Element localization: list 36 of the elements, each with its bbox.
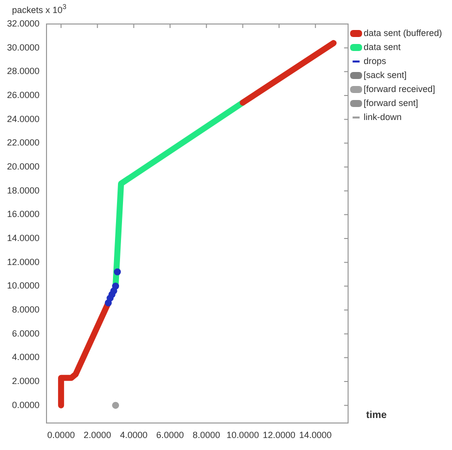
x-tick-label: 4.0000 (120, 430, 148, 440)
x-tick-label: 12.0000 (262, 430, 296, 440)
x-tick-label: 6.0000 (156, 430, 184, 440)
legend-label: data sent (364, 42, 402, 52)
x-axis-title: time (366, 410, 388, 421)
y-tick-label: 20.0000 (6, 161, 40, 172)
y-tick-label: 2.0000 (12, 376, 40, 386)
y-tick-label: 32.0000 (6, 18, 40, 28)
legend-label: [forward sent] (364, 98, 418, 108)
x-tick-label: 0.0000 (47, 430, 75, 440)
y-tick-label: 30.0000 (6, 42, 40, 52)
legend-label: link-down (364, 112, 402, 122)
y-tick-label: 16.0000 (6, 209, 40, 220)
y-tick-label: 18.0000 (6, 185, 40, 196)
y-tick-label: 14.0000 (6, 232, 40, 243)
legend-label: [forward received] (364, 84, 436, 94)
y-tick-label: 22.0000 (6, 138, 40, 148)
x-tick-label: 2.0000 (84, 430, 112, 440)
y-tick-label: 28.0000 (6, 66, 40, 76)
y-tick-label: 24.0000 (6, 114, 40, 124)
point (112, 282, 120, 290)
legend-label: [sack sent] (364, 70, 407, 80)
point (112, 402, 120, 409)
y-tick-label: 0.0000 (12, 400, 40, 410)
legend-label: drops (364, 56, 387, 66)
x-tick-label: 14.0000 (299, 430, 332, 440)
y-tick-label: 6.0000 (12, 328, 40, 338)
y-tick-label: 4.0000 (12, 352, 40, 362)
y-tick-label: 8.0000 (12, 304, 40, 314)
y-tick-label: 12.0000 (6, 256, 40, 267)
x-tick-label: 8.0000 (192, 430, 220, 440)
x-tick-label: 10.0000 (226, 430, 260, 440)
legend-label: data sent (buffered) (364, 28, 442, 38)
y-tick-label: 10.0000 (6, 280, 40, 291)
y-tick-label: 26.0000 (6, 90, 40, 100)
point (114, 268, 121, 276)
